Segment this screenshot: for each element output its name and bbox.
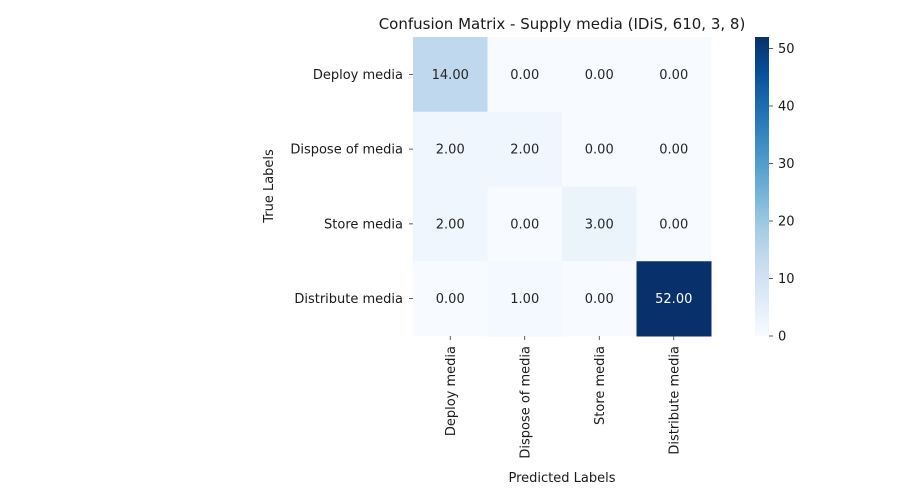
cell-value-r2-c2: 3.00: [585, 217, 614, 232]
heatmap-cell-r2-c3: [636, 186, 712, 262]
heatmap-cell-r2-c1: [487, 186, 563, 262]
x-tick-label-2: Store media: [593, 346, 608, 425]
heatmap-cell-r1-c0: [413, 111, 488, 187]
heatmap-cell-r1-c1: [487, 111, 563, 187]
x-tick-label-0: Deploy media: [444, 346, 459, 436]
cell-value-r2-c0: 2.00: [436, 217, 465, 232]
heatmap-cell-r3-c3: [636, 261, 712, 337]
y-axis-ticks: Deploy media Dispose of media Store media D…: [290, 68, 413, 307]
y-axis-label: True Labels: [262, 149, 277, 224]
heatmap-cell-r3-c1: [487, 261, 563, 337]
colorbar-tick-label-0: 0: [778, 330, 786, 345]
cell-value-r0-c1: 0.00: [510, 68, 539, 83]
heatmap-cell-r2-c0: [413, 186, 488, 262]
cell-value-r3-c0: 0.00: [436, 292, 465, 307]
x-axis-ticks: Deploy media Dispose of media Store media D…: [444, 336, 682, 459]
heatmap-cells: [413, 37, 712, 337]
cell-value-r1-c2: 0.00: [585, 143, 614, 158]
cell-value-r2-c3: 0.00: [659, 217, 688, 232]
cell-value-r0-c2: 0.00: [585, 68, 614, 83]
y-tick-label-2: Store media: [324, 217, 403, 232]
x-tick-label-3: Distribute media: [667, 346, 682, 455]
cell-value-r0-c3: 0.00: [659, 68, 688, 83]
y-tick-label-0: Deploy media: [313, 68, 403, 83]
cell-value-r1-c0: 2.00: [436, 143, 465, 158]
y-tick-label-3: Distribute media: [294, 292, 403, 307]
colorbar-tick-label-1: 10: [778, 272, 795, 287]
cell-value-r0-c0: 14.00: [432, 68, 469, 83]
heatmap-cell-r0-c2: [562, 37, 637, 113]
colorbar-ticks: 0 10 20 30 40 50: [769, 42, 795, 345]
heatmap-cell-r0-c0: [413, 37, 488, 113]
cell-value-r1-c3: 0.00: [659, 143, 688, 158]
y-tick-label-1: Dispose of media: [290, 143, 403, 158]
cell-value-r3-c1: 1.00: [510, 292, 539, 307]
cell-value-r1-c1: 2.00: [510, 143, 539, 158]
heatmap-cell-r0-c1: [487, 37, 563, 113]
x-axis-label: Predicted Labels: [508, 471, 615, 486]
x-tick-label-1: Dispose of media: [518, 346, 533, 459]
heatmap-cell-r0-c3: [636, 37, 712, 113]
chart-title: Confusion Matrix - Supply media (IDiS, 6…: [379, 15, 746, 33]
colorbar-tick-label-2: 20: [778, 215, 795, 230]
heatmap-cell-labels: 14.00 0.00 0.00 0.00 2.00 2.00 0.00 0.00 2.00 0.0…: [432, 68, 693, 307]
colorbar-tick-label-5: 50: [778, 42, 795, 57]
heatmap-cell-r1-c2: [562, 111, 637, 187]
heatmap-cell-r1-c3: [636, 111, 712, 187]
colorbar-tick-label-3: 30: [778, 157, 795, 172]
heatmap-cell-r3-c0: [413, 261, 488, 337]
cell-value-r2-c1: 0.00: [510, 217, 539, 232]
colorbar: [755, 37, 769, 336]
colorbar-tick-label-4: 40: [778, 100, 795, 115]
heatmap-cell-r3-c2: [562, 261, 637, 337]
cell-value-r3-c2: 0.00: [585, 292, 614, 307]
cell-value-r3-c3: 52.00: [655, 292, 692, 307]
heatmap-cell-r2-c2: [562, 186, 637, 262]
